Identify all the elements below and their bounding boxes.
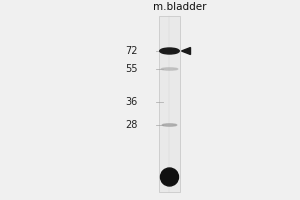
Text: 36: 36 bbox=[126, 97, 138, 107]
Ellipse shape bbox=[161, 68, 178, 70]
Ellipse shape bbox=[162, 124, 177, 126]
Text: 28: 28 bbox=[126, 120, 138, 130]
Text: 55: 55 bbox=[125, 64, 138, 74]
Polygon shape bbox=[182, 47, 190, 54]
Text: m.bladder: m.bladder bbox=[153, 2, 207, 12]
Ellipse shape bbox=[160, 48, 179, 54]
Bar bbox=[159, 16, 180, 192]
Text: 72: 72 bbox=[125, 46, 138, 56]
Ellipse shape bbox=[160, 168, 178, 186]
